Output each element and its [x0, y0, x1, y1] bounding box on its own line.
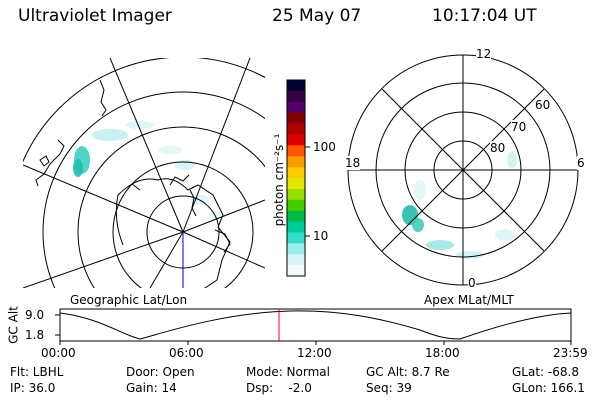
colorbar-segment [287, 210, 305, 223]
mlt-label-18: 18 [345, 156, 361, 170]
geographic-caption: Geographic Lat/Lon [70, 293, 188, 307]
mlat-label-60: 60 [535, 98, 551, 112]
colorbar-tick-10: 10 [313, 229, 329, 243]
coastlines [35, 79, 231, 288]
xtick-1200: 12:00 [297, 346, 332, 360]
colorbar-segment [287, 254, 305, 266]
colorbar-segment [287, 112, 305, 125]
colorbar-segment [287, 123, 305, 135]
altitude-curve [59, 310, 572, 340]
colorbar-segment [287, 167, 305, 179]
geo-latitude-info: GLat: -68.8 [512, 365, 579, 379]
date-label: 25 May 07 [272, 6, 362, 26]
longitude-lines [23, 58, 265, 288]
xtick-1800: 18:00 [425, 346, 460, 360]
altitude-ytick-9: 9.0 [25, 308, 45, 322]
ip-info: IP: 36.0 [10, 381, 56, 395]
altitude-ylabel: GC Alt [6, 306, 21, 344]
mlt-label-6: 6 [577, 156, 585, 170]
colorbar-segment [287, 134, 305, 146]
colorbar-segment [287, 221, 305, 233]
colorbar-segment [287, 101, 305, 114]
xtick-2359: 23:59 [553, 346, 588, 360]
mlat-label-70: 70 [511, 120, 527, 134]
mode-info: Mode: Normal [246, 365, 330, 379]
gc-altitude-info: GC Alt: 8.7 Re [366, 365, 450, 379]
mlt-label-12: 12 [476, 47, 492, 61]
magnetic-caption: Apex MLat/MLT [424, 293, 514, 307]
mlt-line-diagonal-2 [381, 88, 545, 252]
colorbar-segment [287, 90, 305, 103]
colorbar-segment [287, 188, 305, 201]
altitude-plot-xticks [59, 341, 572, 345]
filter-info: Flt: LBHL [10, 365, 64, 379]
colorbar-tick-100: 100 [313, 140, 336, 154]
altitude-ytick-1-8: 1.8 [25, 328, 45, 342]
geo-longitude-info: GLon: 166.1 [512, 381, 585, 395]
dsp-info: Dsp: -2.0 [246, 381, 312, 395]
altitude-plot-frame [59, 308, 572, 342]
sequence-info: Seq: 39 [366, 381, 412, 395]
door-info: Door: Open [126, 365, 195, 379]
colorbar-segment [287, 232, 305, 244]
colorbar-segment [287, 243, 305, 255]
colorbar-segment [287, 199, 305, 212]
xtick-0600: 06:00 [169, 346, 204, 360]
colorbar-segment [287, 178, 305, 190]
gain-info: Gain: 14 [126, 381, 177, 395]
colorbar-segment [287, 156, 305, 168]
mlat-label-80: 80 [490, 141, 506, 155]
colorbar-segment [287, 145, 305, 157]
instrument-title: Ultraviolet Imager [18, 6, 172, 26]
xtick-0000: 00:00 [41, 346, 76, 360]
mlt-label-0: 0 [468, 276, 476, 290]
colorbar-segment [287, 80, 305, 92]
time-label: 10:17:04 UT [432, 6, 537, 26]
colorbar-segment [287, 265, 305, 277]
